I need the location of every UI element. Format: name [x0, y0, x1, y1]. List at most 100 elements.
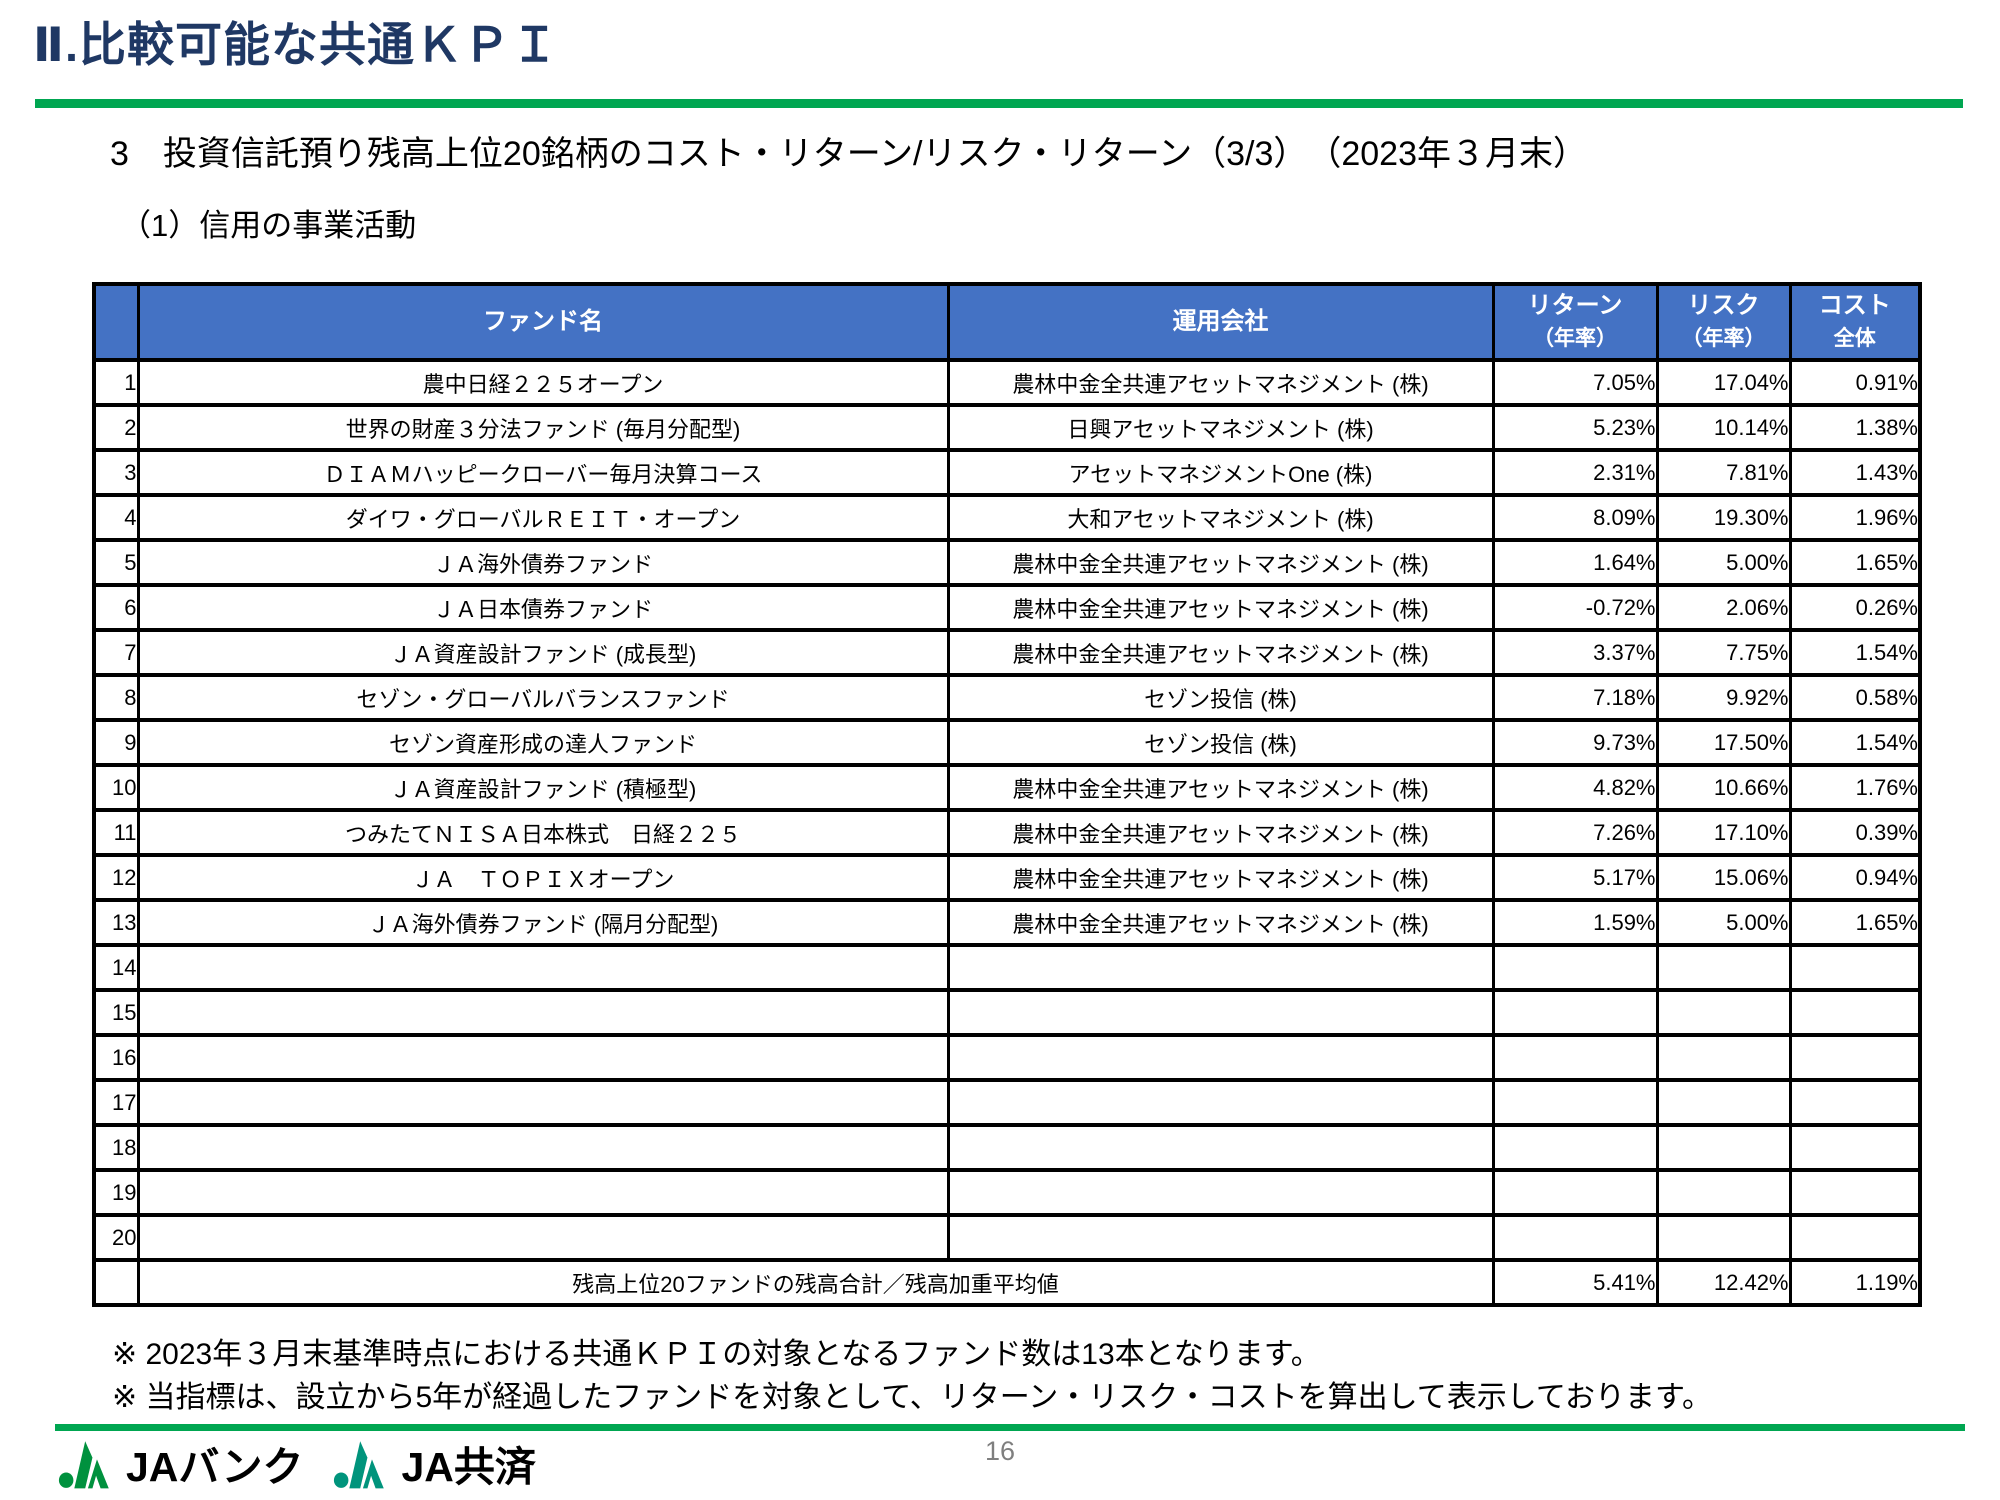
col-header-return: リターン （年率）	[1491, 282, 1659, 362]
cell-fund-name: 世界の財産３分法ファンド (毎月分配型)	[136, 403, 950, 452]
cell-no: 4	[92, 493, 140, 542]
cell-company: 農林中金全共連アセットマネジメント (株)	[946, 628, 1495, 677]
cell-no: 2	[92, 403, 140, 452]
cell-fund-name: ＪＡ日本債券ファンド	[136, 583, 950, 632]
table-row: 2 世界の財産３分法ファンド (毎月分配型) 日興アセットマネジメント (株) 5.2…	[92, 403, 1922, 452]
table-row: 1 農中日経２２５オープン 農林中金全共連アセットマネジメント (株) 7.05% 17…	[92, 358, 1922, 407]
cell-company	[946, 943, 1495, 992]
cell-company	[946, 1168, 1495, 1217]
total-row: 残高上位20ファンドの残高合計／残高加重平均値 5.41% 12.42% 1.1…	[92, 1258, 1922, 1307]
col-header-risk: リスク （年率）	[1655, 282, 1792, 362]
cell-risk	[1655, 1168, 1792, 1217]
cell-return	[1491, 1168, 1659, 1217]
total-return-value: 5.41%	[1491, 1258, 1659, 1307]
cell-no: 9	[92, 718, 140, 767]
cell-return	[1491, 1078, 1659, 1127]
cell-risk	[1655, 1033, 1792, 1082]
cell-return: 9.73%	[1491, 718, 1659, 767]
table-row: 18	[92, 1123, 1922, 1172]
cell-risk: 17.10%	[1655, 808, 1792, 857]
cell-return: 5.17%	[1491, 853, 1659, 902]
cell-risk: 15.06%	[1655, 853, 1792, 902]
table-row: 13 ＪＡ海外債券ファンド (隔月分配型) 農林中金全共連アセットマネジメント (株…	[92, 898, 1922, 947]
footer-divider	[55, 1424, 1965, 1431]
section-title: （1）信用の事業活動	[120, 208, 417, 243]
cell-fund-name	[136, 1213, 950, 1262]
cell-risk: 5.00%	[1655, 898, 1792, 947]
cell-risk: 9.92%	[1655, 673, 1792, 722]
table-row: 20	[92, 1213, 1922, 1262]
kpi-table: ファンド名 運用会社 リターン （年率） リスク （年率） コスト 全体 1 農中…	[92, 282, 1922, 1307]
table-row: 12 ＪＡ ＴＯＰＩＸオープン 農林中金全共連アセットマネジメント (株) 5.17%…	[92, 853, 1922, 902]
cell-fund-name: ダイワ・グローバルＲＥＩＴ・オープン	[136, 493, 950, 542]
cell-no: 20	[92, 1213, 140, 1262]
cell-return: -0.72%	[1491, 583, 1659, 632]
col-header-cost-line2: 全体	[1833, 327, 1876, 351]
ja-bank-wordmark: JAバンク	[126, 1443, 304, 1490]
cell-fund-name: ＪＡ資産設計ファンド (積極型)	[136, 763, 950, 812]
cell-return	[1491, 1033, 1659, 1082]
cell-cost: 1.38%	[1788, 403, 1922, 452]
cell-company: 農林中金全共連アセットマネジメント (株)	[946, 583, 1495, 632]
cell-company: 大和アセットマネジメント (株)	[946, 493, 1495, 542]
table-row: 15	[92, 988, 1922, 1037]
cell-fund-name: ＪＡ海外債券ファンド	[136, 538, 950, 587]
table-row: 3 ＤＩＡＭハッピークローバー毎月決算コース アセットマネジメントOne (株) 2.…	[92, 448, 1922, 497]
cell-company: 日興アセットマネジメント (株)	[946, 403, 1495, 452]
cell-risk	[1655, 1123, 1792, 1172]
cell-no: 11	[92, 808, 140, 857]
cell-company: 農林中金全共連アセットマネジメント (株)	[946, 853, 1495, 902]
table-row: 16	[92, 1033, 1922, 1082]
cell-no: 1	[92, 358, 140, 407]
table-row: 8 セゾン・グローバルバランスファンド セゾン投信 (株) 7.18% 9.92% 0.5…	[92, 673, 1922, 722]
cell-no: 3	[92, 448, 140, 497]
cell-no: 7	[92, 628, 140, 677]
cell-cost: 1.65%	[1788, 898, 1922, 947]
cell-risk	[1655, 943, 1792, 992]
cell-company: 農林中金全共連アセットマネジメント (株)	[946, 538, 1495, 587]
table-row: 17	[92, 1078, 1922, 1127]
cell-company: 農林中金全共連アセットマネジメント (株)	[946, 358, 1495, 407]
col-header-return-line1: リターン	[1527, 292, 1623, 320]
cell-cost: 0.94%	[1788, 853, 1922, 902]
col-header-risk-line2: （年率）	[1681, 327, 1766, 351]
cell-return: 5.23%	[1491, 403, 1659, 452]
cell-fund-name	[136, 943, 950, 992]
cell-cost: 0.58%	[1788, 673, 1922, 722]
col-header-cost: コスト 全体	[1788, 282, 1922, 362]
cell-company: セゾン投信 (株)	[946, 673, 1495, 722]
cell-company: 農林中金全共連アセットマネジメント (株)	[946, 763, 1495, 812]
cell-cost: 1.54%	[1788, 628, 1922, 677]
table-row: 19	[92, 1168, 1922, 1217]
cell-return: 7.26%	[1491, 808, 1659, 857]
total-risk-value: 12.42%	[1655, 1258, 1792, 1307]
table-row: 14	[92, 943, 1922, 992]
cell-company	[946, 1078, 1495, 1127]
cell-fund-name	[136, 988, 950, 1037]
cell-return: 3.37%	[1491, 628, 1659, 677]
cell-risk: 17.04%	[1655, 358, 1792, 407]
col-header-company: 運用会社	[946, 282, 1495, 362]
cell-cost: 1.76%	[1788, 763, 1922, 812]
table-row: 7 ＪＡ資産設計ファンド (成長型) 農林中金全共連アセットマネジメント (株) 3.…	[92, 628, 1922, 677]
cell-fund-name: セゾン・グローバルバランスファンド	[136, 673, 950, 722]
footnote-1: ※ 2023年３月末基準時点における共通ＫＰＩの対象となるファンド数は13本とな…	[112, 1338, 1321, 1371]
cell-cost: 0.26%	[1788, 583, 1922, 632]
cell-cost	[1788, 943, 1922, 992]
cell-return: 7.18%	[1491, 673, 1659, 722]
cell-cost: 0.39%	[1788, 808, 1922, 857]
cell-risk: 2.06%	[1655, 583, 1792, 632]
cell-no: 19	[92, 1168, 140, 1217]
cell-cost	[1788, 1078, 1922, 1127]
cell-return	[1491, 1123, 1659, 1172]
cell-fund-name: つみたてＮＩＳＡ日本株式 日経２２５	[136, 808, 950, 857]
slide-subtitle: 3 投資信託預り残高上位20銘柄のコスト・リターン/リスク・リターン（3/3） …	[110, 135, 1587, 173]
cell-no: 14	[92, 943, 140, 992]
page-number: 16	[984, 1436, 1016, 1466]
col-header-return-line2: （年率）	[1533, 327, 1617, 351]
cell-fund-name: ＪＡ海外債券ファンド (隔月分配型)	[136, 898, 950, 947]
table-row: 10 ＪＡ資産設計ファンド (積極型) 農林中金全共連アセットマネジメント (株) 4…	[92, 763, 1922, 812]
cell-risk: 5.00%	[1655, 538, 1792, 587]
cell-return: 2.31%	[1491, 448, 1659, 497]
cell-fund-name: ＤＩＡＭハッピークローバー毎月決算コース	[136, 448, 950, 497]
